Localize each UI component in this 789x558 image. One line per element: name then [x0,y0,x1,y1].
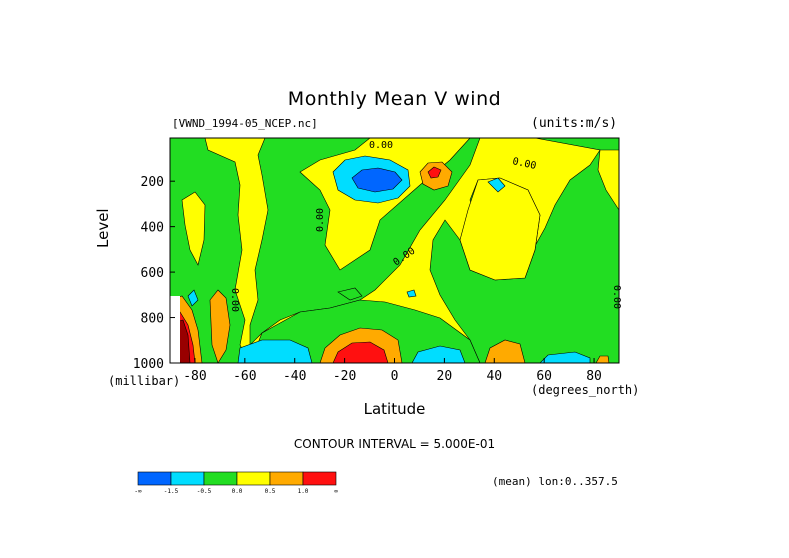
fill-orange-nh-lower [484,339,526,363]
fill-orange-north-edge [595,355,610,363]
contour-label: 0.00 [369,140,393,151]
fill-cyan-small [406,289,417,298]
contour-label: 0.00 [315,208,326,232]
fill-red-tropical-low [332,341,389,363]
colorbar-label: 1.0 [298,488,309,495]
y-axis-ticks: 200 400 600 800 1000 [133,175,175,372]
fill-cyan-sh-mid [187,289,199,307]
contour-label: 0.00 [229,288,240,312]
chart-title: Monthly Mean V wind [287,88,502,110]
colorbar: -∞ -1.5 -0.5 0.0 0.5 1.0 ∞ [134,471,338,495]
fill-cyan-nh-upper [487,177,506,193]
colorbar-label: -∞ [134,488,142,495]
x-tick-label: 0 [391,369,399,384]
colorbar-swatch [302,471,337,486]
colorbar-label: ∞ [334,488,338,495]
x-tick-label: -60 [233,369,256,384]
contour-interval-label: CONTOUR INTERVAL = 5.000E-01 [293,437,496,451]
mean-longitude-note: (mean) lon:0..357.5 [492,475,618,488]
colorbar-swatch [203,471,238,486]
y-tick-label: 1000 [133,357,164,372]
y-axis-unit: (millibar) [108,374,181,388]
fill-cyan-eq-lower [411,345,466,363]
colorbar-swatch [137,471,172,486]
y-tick-label: 600 [141,266,164,281]
x-tick-label: 40 [486,369,502,384]
dataset-label: [VWND_1994-05_NCEP.nc] [172,117,318,130]
fill-orange-sh-column [209,289,231,363]
x-axis-label: Latitude [363,400,426,418]
x-tick-label: -40 [283,369,306,384]
fill-green-sh-inner [181,191,206,266]
contour-label: 0.00 [611,285,622,309]
x-tick-label: 80 [586,369,602,384]
colorbar-swatch [269,471,304,486]
fill-cyan-sh-lower [237,339,313,363]
y-tick-label: 200 [141,175,164,190]
x-tick-label: -20 [333,369,356,384]
colorbar-swatch [170,471,205,486]
x-axis-ticks: -80 -60 -40 -20 0 20 40 60 80 [183,358,602,384]
contour-fill [170,138,619,363]
fill-red-upper-small [427,166,442,179]
x-tick-label: -80 [183,369,206,384]
colorbar-label: -1.5 [164,488,179,495]
fill-yellow-right-edge [597,149,619,211]
fill-green-southern-mid [249,138,481,346]
colorbar-label: -0.5 [197,488,212,495]
x-axis-unit: (degrees_north) [531,383,640,397]
contour-label: 0.00 [511,156,537,172]
fill-missing-sh [170,296,180,363]
y-tick-label: 800 [141,312,164,327]
fill-blue-upper-jet [351,167,403,193]
y-tick-label: 400 [141,221,164,236]
fill-green-small-mid [337,287,363,301]
x-tick-label: 60 [536,369,552,384]
colorbar-label: 0.5 [265,488,276,495]
fill-yellow-nh-column [459,177,541,281]
colorbar-swatch [236,471,271,486]
colorbar-label: 0.0 [232,488,243,495]
fill-cyan-nh-lower [539,351,591,363]
units-label: (units:m/s) [531,116,618,131]
x-tick-label: 20 [437,369,453,384]
